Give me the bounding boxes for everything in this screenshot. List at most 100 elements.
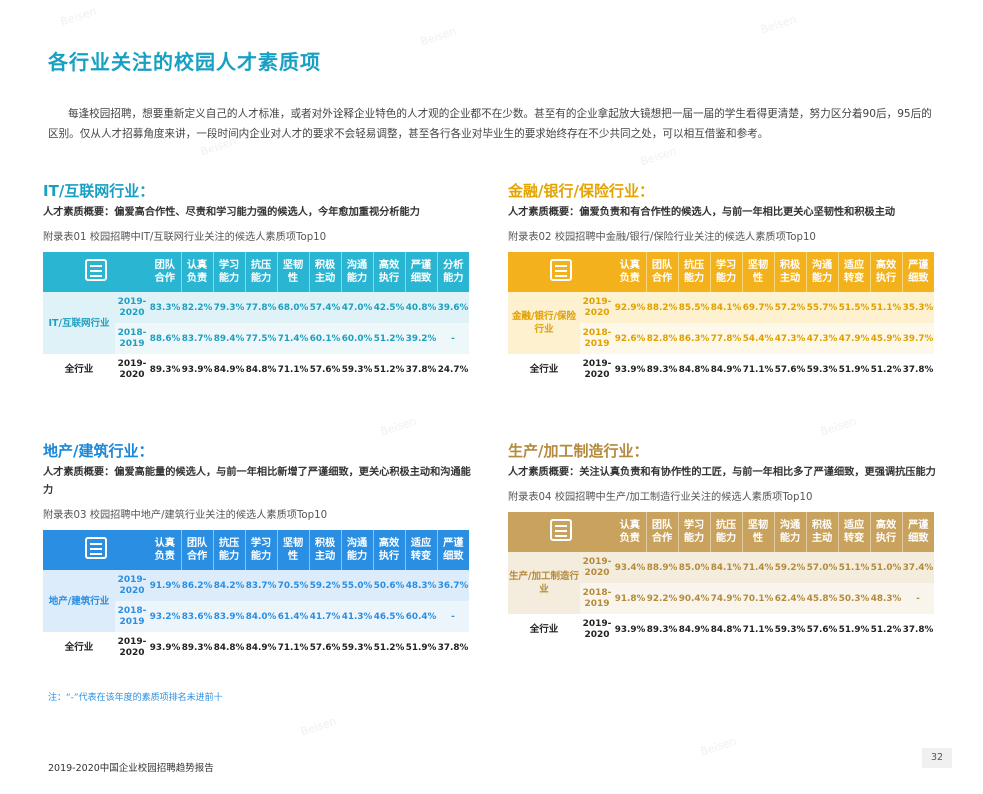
value-cell: 60.1% <box>309 323 341 354</box>
value-cell: 60.4% <box>405 601 437 632</box>
column-header: 适应转变 <box>838 512 871 552</box>
table-row: 2018-2019 91.8% 92.2% 90.4% 74.9% 70.1% 62.4% 4… <box>508 583 934 614</box>
value-cell: 51.2% <box>373 354 405 385</box>
value-cell: 47.0% <box>341 292 373 323</box>
value-cell: 61.4% <box>277 601 309 632</box>
value-cell: 71.1% <box>742 614 774 645</box>
column-header: 适应转变 <box>405 530 438 570</box>
table-row-total: 全行业 2019-2020 93.9% 89.3% 84.8% 84.9% 71.1% 57.… <box>43 632 469 663</box>
table-header-row: 认真负责 团队合作 学习能力 抗压能力 坚韧性 沟通能力 积极主动 适应转变 高效执行 严谨细致 <box>508 512 934 552</box>
value-cell: 37.8% <box>405 354 437 385</box>
value-cell: 55.0% <box>341 570 373 601</box>
column-header: 团队合作 <box>646 512 679 552</box>
value-cell: 40.8% <box>405 292 437 323</box>
factory-icon <box>508 512 614 552</box>
value-cell: 50.3% <box>838 583 870 614</box>
value-cell: 84.9% <box>213 354 245 385</box>
value-cell: 51.2% <box>870 354 902 385</box>
column-header: 高效执行 <box>373 252 406 292</box>
year-label: 2019-2020 <box>580 614 614 645</box>
value-cell: 90.4% <box>678 583 710 614</box>
page-title: 各行业关注的校园人才素质项 <box>48 50 321 74</box>
value-cell: 59.3% <box>806 354 838 385</box>
value-cell: 77.5% <box>245 323 277 354</box>
column-header: 团队合作 <box>149 252 182 292</box>
value-cell: 69.7% <box>742 292 774 323</box>
document-icon <box>508 252 614 292</box>
column-header: 认真负责 <box>614 512 647 552</box>
value-cell: 88.9% <box>646 552 678 583</box>
page-number: 32 <box>922 748 952 768</box>
value-cell: 59.3% <box>774 614 806 645</box>
column-header: 积极主动 <box>309 252 342 292</box>
value-cell: 82.8% <box>646 323 678 354</box>
value-cell: 62.4% <box>774 583 806 614</box>
section-manufacturing: 生产/加工制造行业： 人才素质概要：关注认真负责和有协作性的工匠，与前一年相比多… <box>508 440 936 645</box>
value-cell: 84.9% <box>245 632 277 663</box>
value-cell: 51.0% <box>870 552 902 583</box>
value-cell: 88.2% <box>646 292 678 323</box>
value-cell: 59.2% <box>309 570 341 601</box>
table-row: 地产/建筑行业 2019-2020 91.9% 86.2% 84.2% 83.7% 70.5… <box>43 570 469 632</box>
column-header: 积极主动 <box>774 252 807 292</box>
value-cell: 84.9% <box>678 614 710 645</box>
column-header: 高效执行 <box>870 252 903 292</box>
value-cell: 71.1% <box>277 632 309 663</box>
table-caption: 附录表01 校园招聘中IT/互联网行业关注的候选人素质项Top10 <box>43 232 327 243</box>
value-cell: 48.3% <box>405 570 437 601</box>
year-label: 2019-2020 <box>115 292 149 323</box>
quality-table: 认真负责 团队合作 抗压能力 学习能力 坚韧性 积极主动 沟通能力 高效执行 适应转变 严谨细致地… <box>43 530 469 663</box>
value-cell: 35.3% <box>902 292 934 323</box>
watermark: Beisen <box>298 714 338 739</box>
value-cell: 45.8% <box>806 583 838 614</box>
column-header: 认真负责 <box>149 530 182 570</box>
value-cell: 68.0% <box>277 292 309 323</box>
value-cell: 89.3% <box>149 354 181 385</box>
value-cell: 37.8% <box>437 632 469 663</box>
table-row: 生产/加工制造行业 2019-2020 93.4% 88.9% 85.0% 84.1% 71… <box>508 552 934 614</box>
value-cell: 84.1% <box>710 552 742 583</box>
table-row: IT/互联网行业 2019-2020 83.3% 82.2% 79.3% 77.8% 68.… <box>43 292 469 354</box>
table-row: 2018-2019 92.6% 82.8% 86.3% 77.8% 54.4% 47.3% 4… <box>508 323 934 354</box>
section-summary: 人才素质概要：偏爱负责和有合作性的候选人，与前一年相比更关心坚韧性和积极主动 <box>508 207 896 218</box>
value-cell: 51.1% <box>838 552 870 583</box>
value-cell: 89.3% <box>646 614 678 645</box>
value-cell: 84.9% <box>710 354 742 385</box>
industry-label: 金融/银行/保险行业 <box>508 292 580 354</box>
column-header: 学习能力 <box>710 252 743 292</box>
column-header: 严谨细致 <box>902 252 934 292</box>
watermark: Beisen <box>758 12 798 37</box>
value-cell: 89.4% <box>213 323 245 354</box>
watermark: Beisen <box>58 4 98 29</box>
value-cell: - <box>437 601 469 632</box>
table-row-total: 全行业 2019-2020 93.9% 89.3% 84.8% 84.9% 71.1% 57.… <box>508 354 934 385</box>
value-cell: 51.5% <box>838 292 870 323</box>
industry-label: IT/互联网行业 <box>43 292 115 354</box>
table-row-total: 全行业 2019-2020 89.3% 93.9% 84.9% 84.8% 71.1% 57.… <box>43 354 469 385</box>
value-cell: 71.4% <box>742 552 774 583</box>
quality-table: 认真负责 团队合作 抗压能力 学习能力 坚韧性 积极主动 沟通能力 适应转变 高效执行 严谨细致金… <box>508 252 934 385</box>
section-title: 地产/建筑行业： <box>43 442 154 460</box>
section-finance: 金融/银行/保险行业： 人才素质概要：偏爱负责和有合作性的候选人，与前一年相比更… <box>508 180 936 385</box>
table-row: 2018-2019 93.2% 83.6% 83.9% 84.0% 61.4% 41.7% 4… <box>43 601 469 632</box>
value-cell: 71.4% <box>277 323 309 354</box>
value-cell: 92.6% <box>614 323 646 354</box>
value-cell: 83.9% <box>213 601 245 632</box>
value-cell: 74.9% <box>710 583 742 614</box>
value-cell: 42.5% <box>373 292 405 323</box>
column-header: 高效执行 <box>373 530 406 570</box>
column-header: 抗压能力 <box>710 512 743 552</box>
value-cell: 57.2% <box>774 292 806 323</box>
industry-label: 全行业 <box>508 614 580 645</box>
column-header: 抗压能力 <box>245 252 278 292</box>
column-header: 积极主动 <box>806 512 839 552</box>
value-cell: 57.0% <box>806 552 838 583</box>
value-cell: 84.8% <box>213 632 245 663</box>
value-cell: 83.7% <box>181 323 213 354</box>
value-cell: 79.3% <box>213 292 245 323</box>
column-header: 沟通能力 <box>341 252 374 292</box>
value-cell: 59.2% <box>774 552 806 583</box>
value-cell: 92.2% <box>646 583 678 614</box>
column-header: 团队合作 <box>181 530 214 570</box>
value-cell: 84.0% <box>245 601 277 632</box>
